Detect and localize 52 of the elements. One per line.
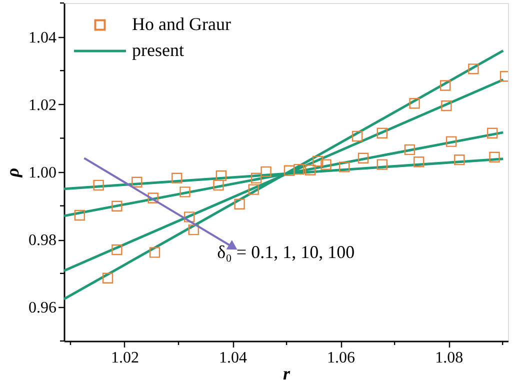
point — [248, 184, 259, 195]
point — [149, 247, 160, 258]
point — [304, 164, 316, 176]
point — [216, 170, 227, 182]
point — [352, 130, 363, 142]
point — [414, 156, 424, 168]
x-tick-label: 1.04 — [219, 350, 248, 366]
point — [294, 164, 304, 175]
y-axis-title: ρ — [2, 168, 22, 178]
annotation: δ₀ = 0.1, 1, 10, 100 — [217, 242, 355, 262]
point — [188, 224, 199, 236]
point — [409, 98, 420, 109]
y-tick-label: 1.04 — [28, 29, 56, 46]
legend-label: present — [132, 40, 184, 60]
point — [148, 192, 158, 204]
y-tick-label: 1.02 — [28, 96, 56, 114]
point — [250, 172, 262, 184]
point — [489, 152, 500, 162]
point — [441, 100, 452, 112]
legend-label: Ho and Graur — [132, 14, 231, 34]
point — [468, 64, 479, 74]
y-tick-label: 0.98 — [28, 232, 56, 250]
point — [284, 165, 295, 176]
point — [180, 186, 190, 198]
point — [404, 144, 416, 156]
point — [376, 159, 388, 170]
point — [112, 200, 122, 212]
point — [74, 210, 86, 221]
point — [486, 128, 498, 138]
point — [172, 172, 182, 184]
x-tick-label: 1.06 — [327, 350, 356, 366]
x-axis-title: r — [282, 364, 291, 384]
point — [132, 176, 142, 188]
point — [184, 212, 195, 222]
y-tick-label: 0.96 — [28, 300, 56, 317]
point — [102, 272, 114, 284]
point — [376, 128, 388, 138]
point — [338, 162, 350, 172]
point — [312, 156, 324, 167]
point — [358, 152, 369, 164]
x-tick-label: 1.08 — [435, 350, 464, 366]
point — [260, 166, 272, 178]
point — [446, 136, 457, 147]
point — [454, 154, 465, 166]
point — [112, 244, 122, 256]
x-tick-label: 1.02 — [110, 350, 139, 366]
y-tick-label: 1.00 — [28, 164, 56, 182]
point — [440, 80, 451, 91]
point — [320, 159, 332, 170]
point — [234, 198, 245, 210]
point — [213, 180, 224, 191]
point — [93, 180, 104, 191]
